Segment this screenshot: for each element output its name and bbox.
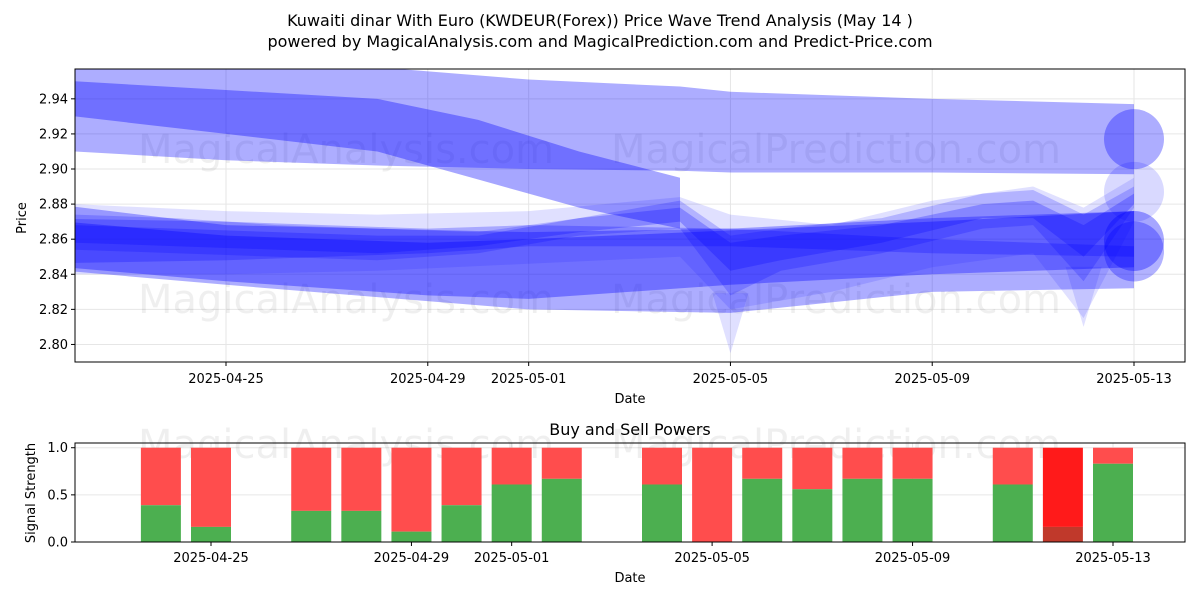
price-wave-band [75,186,1134,296]
price-wave-end-circle [1104,210,1164,271]
price-x-tick-label: 2025-05-09 [894,372,970,387]
chart-title-line2: powered by MagicalAnalysis.com and Magic… [267,32,932,51]
price-y-tick-label: 2.90 [39,163,68,178]
power-bars [140,447,1133,542]
price-y-tick-label: 2.84 [39,268,68,283]
buy-power-bar [792,489,833,542]
power-panel-title: Buy and Sell Powers [549,420,711,439]
power-x-axis: 2025-04-25 2025-04-29 2025-05-01 2025-05-05… [173,542,1151,566]
watermark-analysis-mid: MagicalAnalysis.com [138,277,554,323]
power-plot-frame [74,442,1186,543]
sell-power-bar [1042,447,1083,527]
buy-power-bar [491,484,532,542]
watermark-analysis-top: MagicalAnalysis.com [138,127,554,173]
sell-power-bar [391,447,432,532]
price-wave-band [75,206,1134,313]
price-wave-band [75,219,1134,263]
sell-power-bar [441,447,482,506]
buy-power-bar [742,478,783,542]
price-wave-band [75,177,1134,319]
price-wave-end-circle [1104,161,1164,222]
buy-power-bar [191,526,231,542]
price-x-tick-label: 2025-04-29 [390,372,466,387]
sell-power-bar [191,447,231,527]
power-x-tick-label: 2025-05-05 [674,551,750,566]
power-x-tick-label: 2025-04-29 [374,551,450,566]
power-y-axis-label: Signal Strength [24,443,39,543]
price-x-tick-label: 2025-04-25 [188,372,264,387]
power-y-axis: 0.0 0.5 1.0 [47,441,75,551]
sell-power-bar [892,447,933,479]
power-x-tick-label: 2025-05-13 [1075,551,1151,566]
sell-power-bar [642,447,682,485]
sell-power-bar [792,447,833,490]
buy-power-bar [842,478,883,542]
sell-power-bar [341,447,382,511]
watermark-prediction-bottom: MagicalPrediction.com [611,422,1061,468]
price-y-tick-label: 2.82 [39,303,68,318]
power-x-tick-label: 2025-05-09 [875,551,951,566]
sell-power-bar [742,447,783,479]
price-wave-end-circle [1104,221,1164,282]
price-watermarks: MagicalAnalysis.com MagicalPrediction.co… [138,127,1061,323]
price-panel: MagicalAnalysis.com MagicalPrediction.co… [15,68,1186,407]
sell-power-bar [692,447,733,542]
price-y-tick-label: 2.94 [39,92,68,107]
sell-power-bar [491,447,532,485]
price-y-tick-label: 2.88 [39,198,68,213]
watermark-prediction-top: MagicalPrediction.com [611,127,1061,173]
buy-power-bar [642,484,682,542]
price-y-axis-label: Price [15,202,30,234]
power-y-tick-label: 0.5 [47,488,68,503]
buy-power-bar [892,478,933,542]
price-x-tick-label: 2025-05-01 [491,372,567,387]
price-y-tick-label: 2.92 [39,127,68,142]
sell-power-bar [1093,447,1133,464]
price-wave-dip [1065,266,1102,327]
price-wave-end-circle [1104,109,1164,170]
buy-power-bar [441,505,482,542]
buy-power-bar [291,510,332,542]
power-y-tick-label: 0.0 [47,536,68,551]
price-y-tick-label: 2.86 [39,233,68,248]
sell-power-bar [140,447,181,506]
chart-title-line1: Kuwaiti dinar With Euro (KWDEUR(Forex)) … [287,11,913,30]
power-y-tick-label: 1.0 [47,441,68,456]
price-wave-band [75,81,680,229]
buy-power-bar [992,484,1033,542]
buy-power-bar [391,531,432,542]
price-wave-band [75,211,1134,299]
price-wave-bands [75,69,1164,354]
buy-power-bar [341,510,382,542]
price-x-tick-label: 2025-05-13 [1096,372,1172,387]
power-x-axis-label: Date [614,571,645,586]
sell-power-bar [541,447,582,479]
price-grid [75,69,1185,362]
buy-power-bar [541,478,582,542]
price-wave-band [75,69,1134,175]
power-panel: Buy and Sell Powers MagicalAnalysis.com … [24,420,1186,586]
sell-power-bar [992,447,1033,485]
buy-power-bar [1042,526,1083,542]
power-x-tick-label: 2025-05-01 [474,551,550,566]
watermark-prediction-mid: MagicalPrediction.com [611,277,1061,323]
price-wave-band [75,193,1134,271]
price-y-axis: 2.80 2.82 2.84 2.86 2.88 2.90 2.92 2.94 [39,92,75,353]
price-plot-frame [74,68,1186,363]
price-x-axis: 2025-04-25 2025-04-29 2025-05-01 2025-05-05… [188,362,1172,387]
price-wave-dip [712,293,749,354]
buy-power-bar [140,505,181,542]
price-y-tick-label: 2.80 [39,338,68,353]
price-x-tick-label: 2025-05-05 [693,372,769,387]
sell-power-bar [291,447,332,511]
sell-power-bar [842,447,883,479]
power-x-tick-label: 2025-04-25 [173,551,249,566]
buy-power-bar [1093,463,1133,542]
price-x-axis-label: Date [614,392,645,407]
